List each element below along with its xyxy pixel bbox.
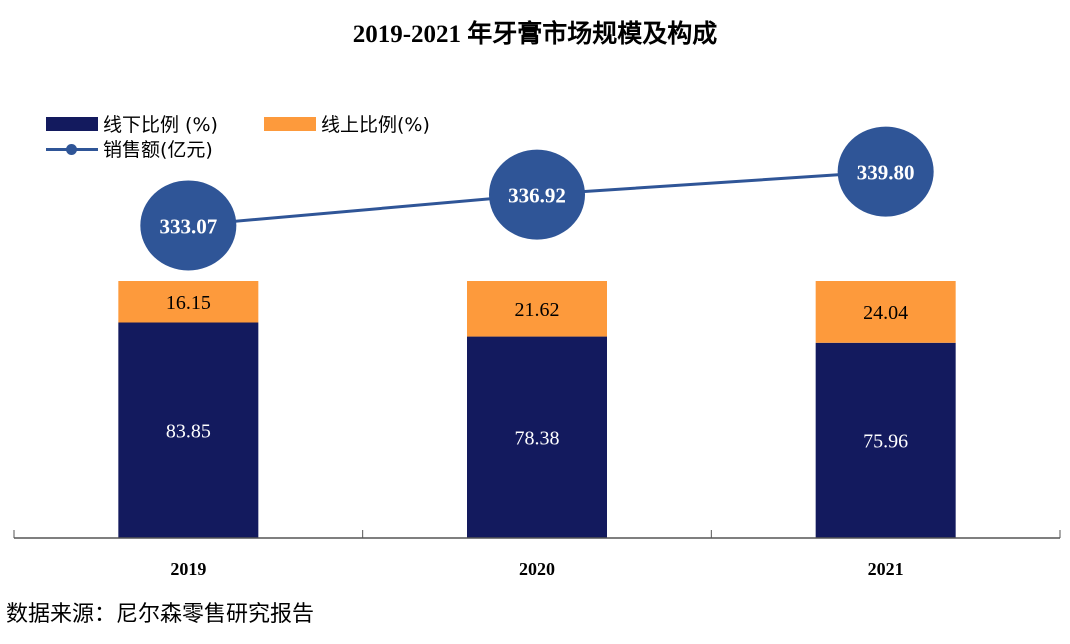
legend-swatch-offline [46, 116, 98, 131]
data-source-note: 数据来源：尼尔森零售研究报告 [6, 602, 315, 627]
label-online-2021: 24.04 [863, 302, 908, 324]
legend-swatch-sales [46, 142, 98, 156]
label-online-2019: 16.15 [166, 292, 211, 314]
label-online-2020: 21.62 [515, 299, 560, 321]
legend-item-sales: 销售额(亿元) [46, 135, 213, 162]
bar-offline-2020 [467, 336, 607, 538]
label-offline-2019: 83.85 [166, 420, 211, 442]
legend-swatch-online [264, 116, 316, 131]
bar-offline-2021 [815, 342, 956, 538]
legend-item-offline: 线下比例 (%) [46, 110, 218, 137]
bar-online-2019 [118, 281, 259, 323]
x-tick-label-2021: 2021 [868, 559, 904, 579]
label-offline-2021: 75.96 [863, 430, 908, 452]
legend-item-online: 线上比例(%) [264, 110, 430, 137]
x-tick-label-2019: 2019 [170, 559, 206, 579]
label-offline-2020: 78.38 [515, 427, 560, 449]
legend-label-offline: 线下比例 (%) [103, 114, 218, 136]
sales-label-2020: 336.92 [508, 184, 566, 208]
sales-label-2019: 333.07 [159, 214, 217, 238]
legend-label-online: 线上比例(%) [321, 114, 430, 136]
bar-online-2020 [467, 281, 607, 337]
sales-point-2020 [489, 149, 585, 240]
legend-label-sales: 销售额(亿元) [103, 139, 213, 161]
x-tick-label-2020: 2020 [519, 559, 555, 579]
sales-point-2019 [140, 180, 237, 271]
bar-offline-2019 [118, 322, 259, 538]
sales-point-2021 [837, 126, 934, 217]
chart-title: 2019-2021 年牙膏市场规模及构成 [352, 21, 718, 48]
bar-online-2021 [815, 281, 956, 343]
sales-label-2021: 339.80 [857, 161, 915, 185]
